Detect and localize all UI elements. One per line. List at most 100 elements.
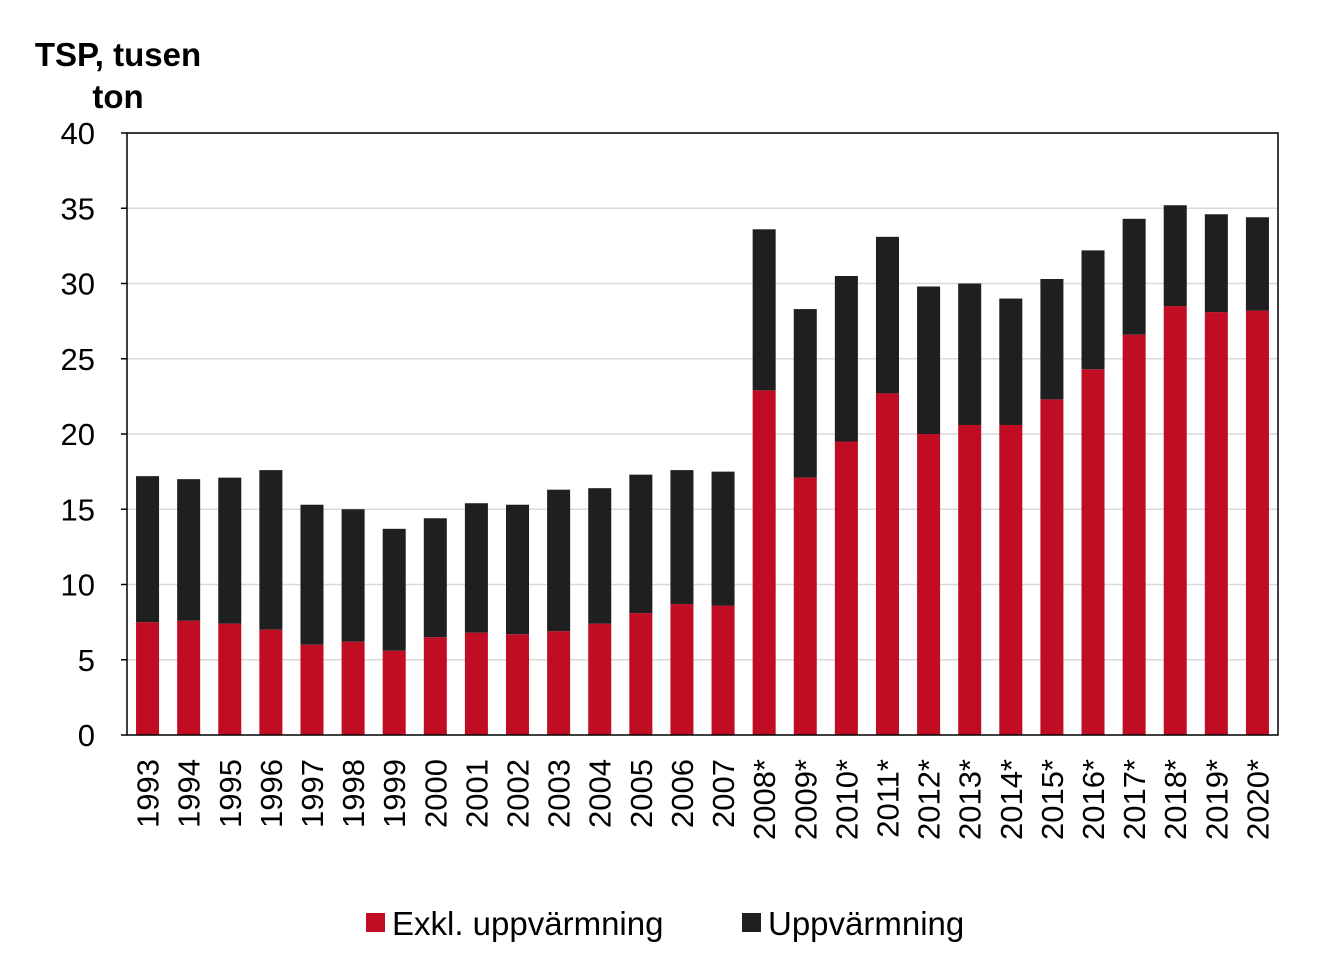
y-tick-label: 25 [61,342,95,377]
bar-uppvarmning-2012 [917,286,941,434]
bar-exkl-uppvarmning-1993 [136,622,160,735]
bar-uppvarmning-2015 [1040,278,1064,400]
x-tick-labels: 1993 1994 1995 1996 1997 1998 1999 2000 2001 2002… [131,759,1276,840]
bar-exkl-uppvarmning-2004 [588,623,612,735]
bar-uppvarmning-2006 [670,470,694,605]
legend-label: Uppvärmning [768,905,964,942]
bar-uppvarmning-2014 [999,298,1023,425]
bar-uppvarmning-2010 [834,275,858,442]
x-tick-label: 2017* [1117,759,1152,840]
bar-exkl-uppvarmning-1994 [177,620,201,735]
bar-uppvarmning-2007 [711,471,735,606]
bar-uppvarmning-1993 [136,476,160,623]
x-tick-label: 2011* [870,759,905,838]
bar-exkl-uppvarmning-1996 [259,629,283,735]
y-tick-label: 30 [61,267,95,302]
x-tick-label: 2010* [829,759,864,840]
x-tick-label: 2008* [747,759,782,840]
bar-exkl-uppvarmning-2013 [958,424,982,735]
x-tick-label: 1994 [172,759,207,828]
y-tick-label: 5 [78,643,95,678]
bar-uppvarmning-2013 [958,283,982,425]
bar-uppvarmning-1995 [218,477,242,624]
x-tick-label: 2014* [994,759,1029,840]
bar-exkl-uppvarmning-1998 [341,641,365,735]
bar-uppvarmning-2018 [1163,205,1187,307]
bar-exkl-uppvarmning-2015 [1040,399,1064,735]
bar-exkl-uppvarmning-2014 [999,424,1023,735]
x-tick-label: 2013* [953,759,988,840]
bar-uppvarmning-2004 [588,488,612,624]
bar-uppvarmning-2019 [1204,214,1228,313]
bar-uppvarmning-2017 [1122,218,1146,335]
x-tick-label: 2001 [459,759,494,828]
bars [136,205,1269,735]
bar-uppvarmning-2002 [506,504,530,635]
bar-uppvarmning-2008 [752,229,776,391]
gridlines [127,132,1278,661]
bar-uppvarmning-2011 [875,236,899,394]
bar-exkl-uppvarmning-2010 [834,441,858,735]
x-tick-label: 1993 [131,759,166,828]
bar-exkl-uppvarmning-2016 [1081,369,1105,735]
x-tick-label: 1998 [336,759,371,828]
bar-exkl-uppvarmning-1995 [218,623,242,735]
bar-exkl-uppvarmning-1999 [382,650,406,735]
x-tick-label: 2000 [418,759,453,828]
bar-exkl-uppvarmning-2009 [793,477,817,735]
bar-uppvarmning-1998 [341,509,365,642]
bar-uppvarmning-2020 [1245,217,1269,311]
y-tick-labels: 0 5 10 15 20 25 30 35 40 [61,116,127,753]
y-tick-label: 35 [61,191,95,226]
x-tick-label: 2019* [1199,759,1234,840]
y-axis-label: TSP, tusen ton [35,36,201,115]
legend-swatch [366,913,385,932]
bar-exkl-uppvarmning-2018 [1163,306,1187,735]
bar-exkl-uppvarmning-2005 [629,613,653,735]
bar-uppvarmning-2000 [423,518,447,638]
legend: Exkl. uppvärmning Uppvärmning [366,905,964,942]
x-tick-label: 2004 [583,759,618,828]
x-tick-label: 2015* [1035,759,1070,840]
x-tick-label: 2005 [624,759,659,828]
x-tick-label: 1996 [254,759,289,828]
bar-exkl-uppvarmning-1997 [300,644,324,735]
bar-exkl-uppvarmning-2017 [1122,334,1146,735]
x-tick-label: 2007 [706,759,741,828]
bar-exkl-uppvarmning-2020 [1245,310,1269,735]
bar-uppvarmning-2016 [1081,250,1105,370]
x-tick-label: 2018* [1158,759,1193,840]
legend-label: Exkl. uppvärmning [392,905,663,942]
bar-exkl-uppvarmning-2002 [506,634,530,735]
x-tick-label: 2002 [501,759,536,828]
y-tick-label: 0 [78,718,95,753]
bar-uppvarmning-2003 [547,489,571,632]
x-tick-label: 1997 [295,759,330,828]
x-tick-label: 1999 [377,759,412,828]
x-tick-label: 1995 [213,759,248,828]
y-tick-label: 20 [61,417,95,452]
bar-exkl-uppvarmning-2019 [1204,312,1228,735]
bar-exkl-uppvarmning-2012 [917,434,941,735]
bar-exkl-uppvarmning-2000 [423,637,447,735]
bar-uppvarmning-2009 [793,309,817,478]
bar-uppvarmning-2001 [464,503,488,633]
y-tick-label: 10 [61,568,95,603]
x-tick-label: 2012* [912,759,947,840]
bar-uppvarmning-1997 [300,504,324,645]
bar-exkl-uppvarmning-2008 [752,390,776,735]
x-tick-label: 2003 [542,759,577,828]
bar-uppvarmning-1994 [177,479,201,621]
x-tick-label: 2009* [788,759,823,840]
bar-exkl-uppvarmning-2006 [670,604,694,735]
bar-uppvarmning-2005 [629,474,653,614]
bar-uppvarmning-1999 [382,528,406,651]
y-tick-label: 15 [61,492,95,527]
y-axis-label-line-2: ton [92,78,143,115]
bar-uppvarmning-1996 [259,470,283,630]
y-axis-label-line-1: TSP, tusen [35,36,201,73]
x-tick-label: 2020* [1240,759,1275,840]
bar-exkl-uppvarmning-2001 [464,632,488,735]
